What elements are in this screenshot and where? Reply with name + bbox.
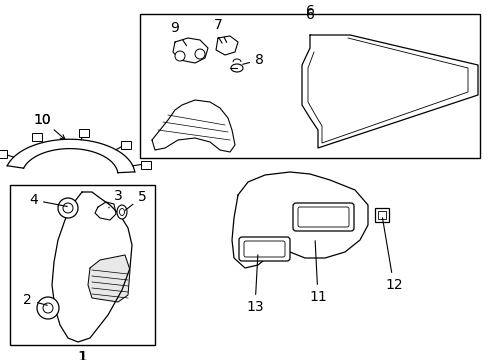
- Text: 7: 7: [213, 18, 226, 42]
- Text: 8: 8: [242, 53, 264, 67]
- Text: 5: 5: [125, 190, 146, 210]
- Polygon shape: [302, 35, 477, 148]
- Circle shape: [43, 303, 53, 313]
- Bar: [10, 185, 155, 345]
- FancyBboxPatch shape: [292, 203, 353, 231]
- Text: 9: 9: [170, 21, 186, 46]
- Circle shape: [175, 51, 184, 61]
- Polygon shape: [88, 255, 130, 302]
- Bar: [140, 14, 479, 158]
- Polygon shape: [216, 36, 238, 55]
- Ellipse shape: [230, 64, 243, 72]
- Bar: [374, 208, 388, 222]
- Ellipse shape: [117, 205, 127, 219]
- Text: 13: 13: [245, 255, 263, 314]
- Text: 10: 10: [33, 113, 51, 127]
- Text: 2: 2: [23, 293, 47, 307]
- Text: 10: 10: [33, 113, 51, 127]
- Bar: [32, 132, 41, 141]
- Polygon shape: [173, 38, 207, 63]
- FancyBboxPatch shape: [239, 237, 289, 261]
- Polygon shape: [95, 202, 116, 220]
- FancyBboxPatch shape: [297, 207, 348, 227]
- Bar: [79, 129, 88, 137]
- Bar: [0, 150, 6, 158]
- Text: 12: 12: [382, 218, 402, 292]
- Text: 6: 6: [305, 8, 314, 22]
- Bar: [141, 161, 151, 169]
- Text: 6: 6: [305, 4, 314, 18]
- Text: 4: 4: [29, 193, 67, 207]
- Polygon shape: [52, 192, 132, 342]
- Circle shape: [58, 198, 78, 218]
- FancyBboxPatch shape: [244, 241, 285, 257]
- Polygon shape: [152, 100, 235, 152]
- Bar: [377, 211, 385, 219]
- Text: 3: 3: [108, 189, 122, 208]
- Circle shape: [63, 203, 73, 213]
- Circle shape: [37, 297, 59, 319]
- Polygon shape: [7, 139, 135, 173]
- Text: 11: 11: [308, 241, 326, 304]
- Polygon shape: [231, 172, 367, 268]
- Ellipse shape: [119, 208, 124, 216]
- Text: 1: 1: [78, 350, 87, 360]
- Bar: [121, 141, 131, 149]
- Circle shape: [195, 49, 204, 59]
- Text: 1: 1: [78, 350, 86, 360]
